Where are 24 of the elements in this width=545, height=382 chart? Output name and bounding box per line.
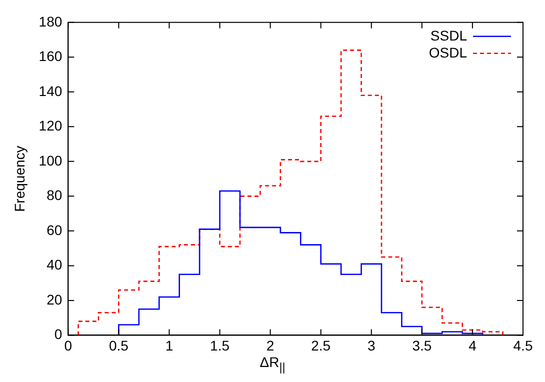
x-tick-label: 0 <box>64 337 72 354</box>
y-tick-label: 100 <box>38 152 62 168</box>
x-tick-label: 3.5 <box>412 337 432 354</box>
x-axis-title: ΔR$_{||}$ <box>258 354 286 374</box>
x-tick-label: 4 <box>468 337 477 354</box>
y-tick-label: 80 <box>46 187 62 204</box>
y-tick-label: 160 <box>38 48 62 64</box>
x-tick-label: 4.5 <box>513 337 533 354</box>
y-tick-label: 140 <box>38 82 62 99</box>
y-tick-label: 20 <box>46 291 62 308</box>
legend-label: SSDL <box>430 27 468 44</box>
y-tick-label: 120 <box>38 118 62 134</box>
x-tick-label: 3 <box>367 337 376 354</box>
x-tick-label: 2.5 <box>311 337 331 354</box>
x-tick-label: 2 <box>266 337 274 354</box>
y-axis-title: Frequency <box>11 146 28 212</box>
legend-label: OSDL <box>428 44 468 60</box>
x-tick-label: 0.5 <box>108 337 129 354</box>
y-tick-label: 40 <box>46 256 62 273</box>
x-tick-label: 1.5 <box>210 337 230 354</box>
y-tick-label: 0 <box>54 326 62 342</box>
y-tick-label: 60 <box>46 222 62 238</box>
x-tick-label: 1 <box>165 337 174 354</box>
y-tick-label: 180 <box>38 13 62 30</box>
